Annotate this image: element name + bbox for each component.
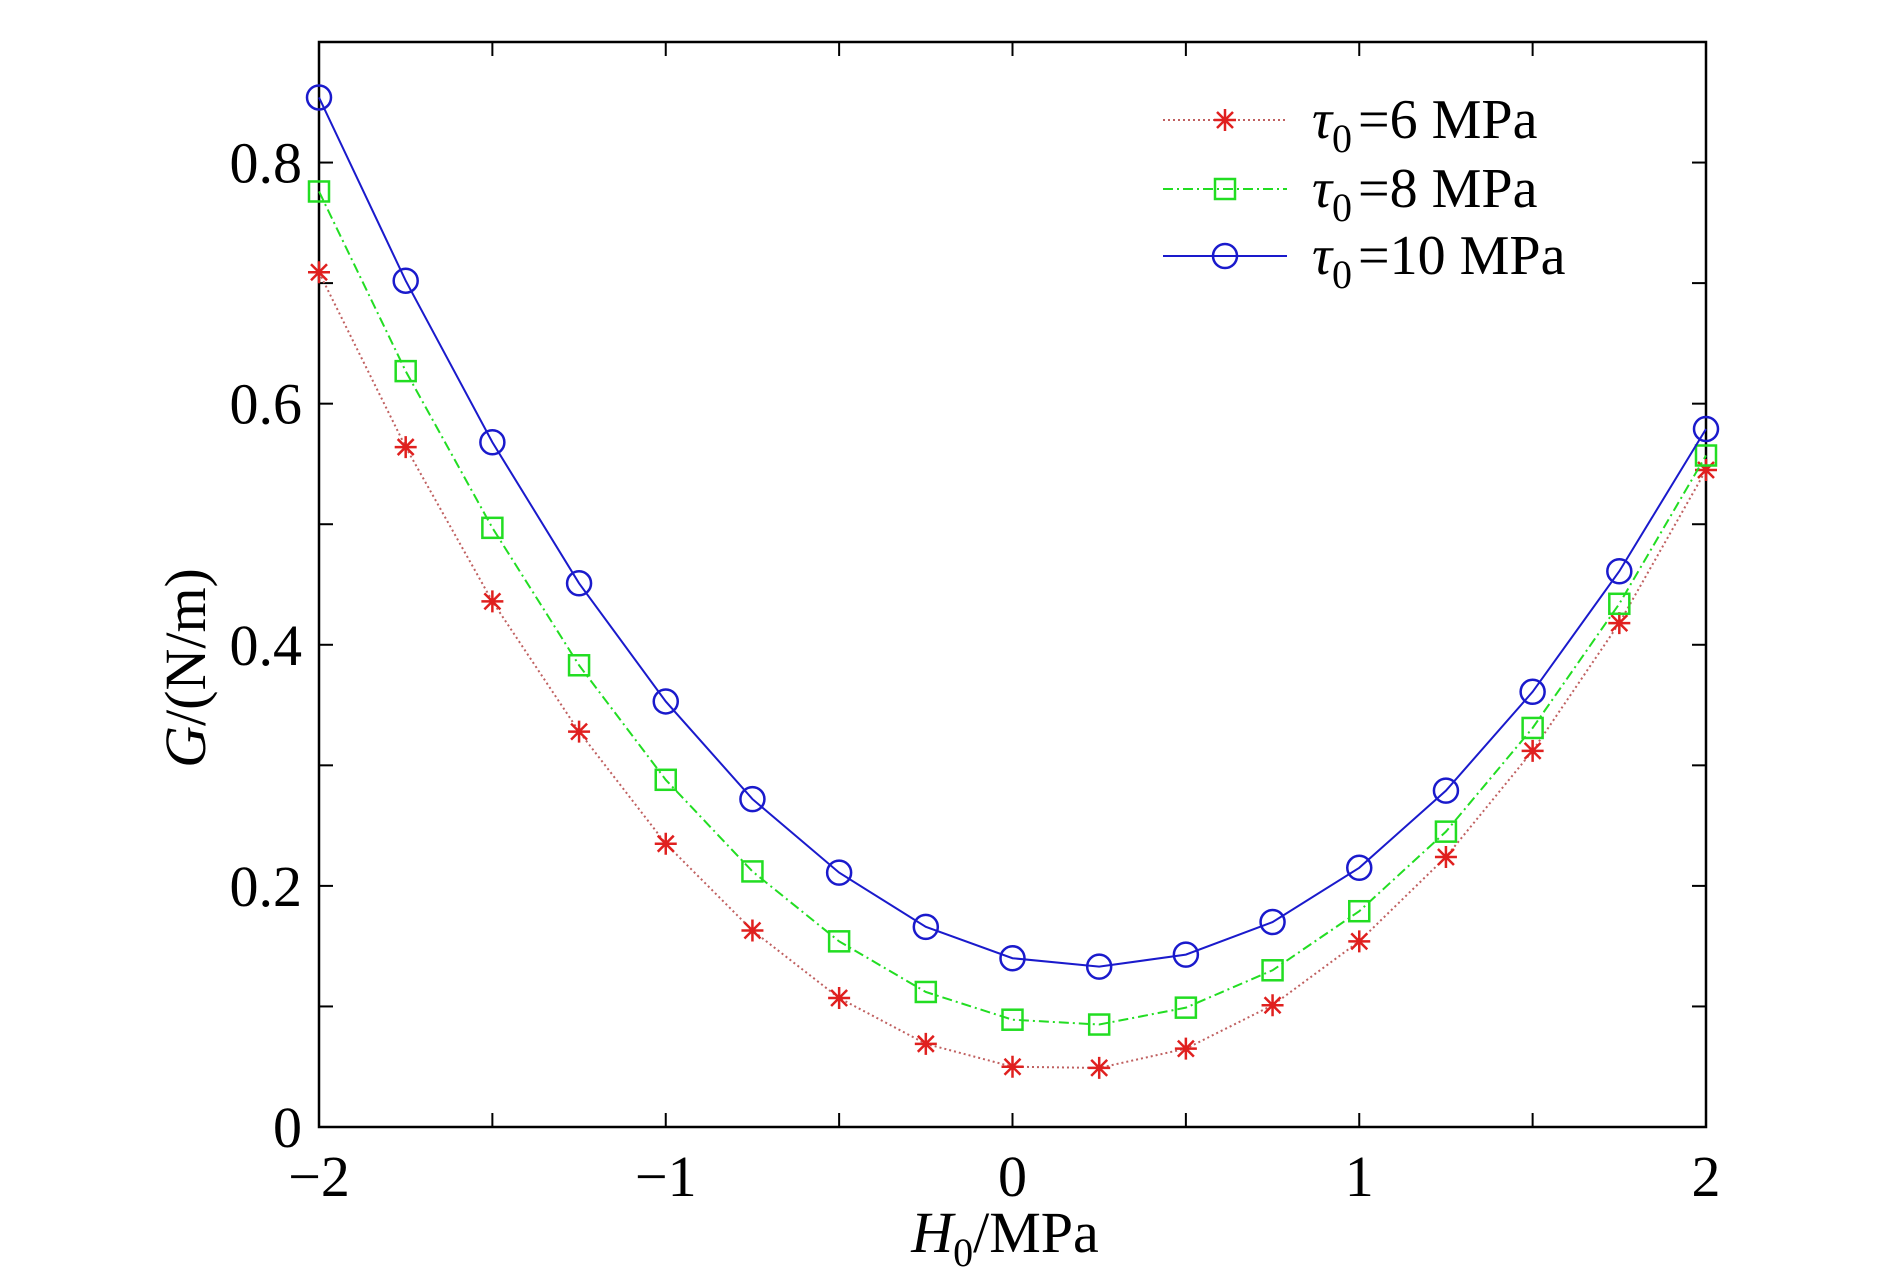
data-point — [999, 944, 1026, 972]
legend-entry: τ0 =6 MPa — [1163, 89, 1538, 161]
x-axis-label-symbol: H — [910, 1200, 956, 1265]
data-point — [565, 570, 593, 597]
data-point — [1519, 678, 1546, 706]
data-point — [1174, 1037, 1197, 1060]
series-asterisk — [308, 261, 1717, 1079]
data-point — [1174, 996, 1198, 1019]
data-point — [1259, 908, 1286, 936]
y-axis-label-unit: /(N/m) — [153, 568, 218, 726]
data-point — [1521, 739, 1544, 762]
y-tick-label: 0.6 — [230, 372, 303, 437]
data-point — [1695, 458, 1717, 481]
data-point — [827, 930, 851, 953]
data-point — [741, 919, 764, 942]
x-tick-label: 2 — [1692, 1144, 1721, 1209]
data-point — [654, 768, 677, 792]
series-line — [318, 191, 1707, 1026]
data-point — [1692, 415, 1720, 443]
legend-value: =6 MPa — [1358, 89, 1538, 151]
data-point — [1434, 820, 1458, 843]
data-point — [394, 436, 417, 459]
data-point — [914, 980, 938, 1004]
data-point — [305, 84, 333, 111]
x-tick-label: 1 — [1345, 1144, 1374, 1209]
data-point — [1085, 953, 1113, 980]
y-tick-label: 0.4 — [230, 613, 303, 678]
data-point — [914, 1032, 937, 1055]
data-point — [825, 859, 853, 886]
legend-subscript: 0 — [1332, 185, 1352, 230]
data-point — [479, 428, 506, 456]
data-point — [828, 987, 851, 1010]
series-line — [318, 97, 1707, 968]
legend-subscript: 0 — [1332, 252, 1352, 297]
series-group — [305, 84, 1720, 1079]
data-point — [1608, 592, 1631, 616]
legend-entry: τ0 =8 MPa — [1163, 158, 1538, 230]
y-tick-label: 0.2 — [230, 854, 303, 919]
legend-symbol: τ — [1312, 225, 1334, 287]
x-axis-label-subscript: 0 — [953, 1230, 973, 1275]
data-point — [1001, 1055, 1024, 1078]
y-axis-label: G/(N/m) — [153, 568, 218, 768]
legend-value: =8 MPa — [1358, 158, 1538, 220]
data-point — [739, 785, 766, 813]
data-point — [1521, 716, 1544, 740]
x-tick-label: 0 — [998, 1144, 1027, 1209]
legend-entry: τ0 =10 MPa — [1163, 225, 1566, 297]
series-circle — [305, 84, 1720, 980]
legend-symbol: τ — [1312, 89, 1334, 151]
data-point — [652, 688, 679, 715]
data-point — [1606, 557, 1633, 585]
data-point — [912, 913, 940, 941]
legend-marker — [1211, 242, 1239, 270]
data-point — [1434, 845, 1457, 868]
data-point — [307, 180, 331, 203]
data-point — [567, 654, 591, 677]
data-point — [1694, 444, 1718, 467]
data-point — [1348, 930, 1371, 953]
data-point — [392, 267, 419, 294]
x-tick-label: −1 — [635, 1144, 697, 1209]
y-axis-label-symbol: G — [153, 726, 218, 768]
data-point — [394, 359, 417, 383]
legend-symbol: τ — [1312, 158, 1334, 220]
data-point — [481, 590, 504, 613]
data-point — [654, 832, 677, 855]
legend-value: =10 MPa — [1358, 225, 1566, 287]
data-point — [1172, 941, 1200, 968]
x-tick-label: −2 — [288, 1144, 350, 1209]
data-point — [1346, 854, 1373, 882]
y-tick-label: 0 — [273, 1095, 302, 1160]
y-tick-label: 0.8 — [230, 131, 303, 196]
data-point — [1608, 612, 1631, 635]
data-point — [481, 516, 504, 540]
data-point — [308, 261, 330, 284]
legend-label: τ0 =10 MPa — [1312, 225, 1566, 297]
data-point — [1432, 777, 1460, 804]
data-point — [1261, 959, 1284, 982]
legend-marker — [1213, 177, 1237, 201]
data-point — [568, 720, 591, 743]
series-line — [318, 271, 1707, 1069]
legend-label: τ0 =8 MPa — [1312, 158, 1538, 230]
series-square — [307, 180, 1718, 1036]
data-point — [1261, 994, 1284, 1017]
data-point — [741, 860, 764, 883]
ticks: −2 −1 0 1 2 0 0.2 0.4 0.6 0.8 — [230, 41, 1721, 1209]
data-point — [1087, 1013, 1111, 1036]
legend-subscript: 0 — [1332, 116, 1352, 161]
data-point — [1088, 1056, 1111, 1079]
data-point — [1001, 1008, 1024, 1031]
x-axis-label: H0/MPa — [910, 1200, 1099, 1275]
legend-label: τ0 =6 MPa — [1312, 89, 1538, 161]
data-point — [1348, 899, 1371, 923]
legend-marker — [1214, 109, 1236, 131]
x-axis-label-unit: /MPa — [973, 1200, 1099, 1265]
